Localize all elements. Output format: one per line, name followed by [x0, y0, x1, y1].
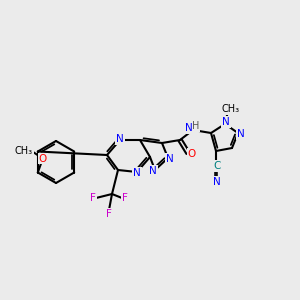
Text: F: F [122, 193, 128, 203]
Text: O: O [39, 154, 47, 164]
Text: N: N [222, 117, 230, 127]
Text: F: F [106, 209, 112, 219]
Text: N: N [116, 134, 124, 144]
Text: F: F [90, 193, 96, 203]
Text: N: N [166, 154, 174, 164]
Text: O: O [188, 149, 196, 159]
Text: N: N [133, 168, 141, 178]
Text: N: N [149, 166, 157, 176]
Text: C: C [213, 161, 221, 171]
Text: N: N [185, 123, 193, 133]
Text: N: N [237, 129, 245, 139]
Text: CH₃: CH₃ [15, 146, 33, 155]
Text: CH₃: CH₃ [222, 104, 240, 114]
Text: N: N [213, 177, 221, 187]
Text: H: H [192, 121, 200, 131]
